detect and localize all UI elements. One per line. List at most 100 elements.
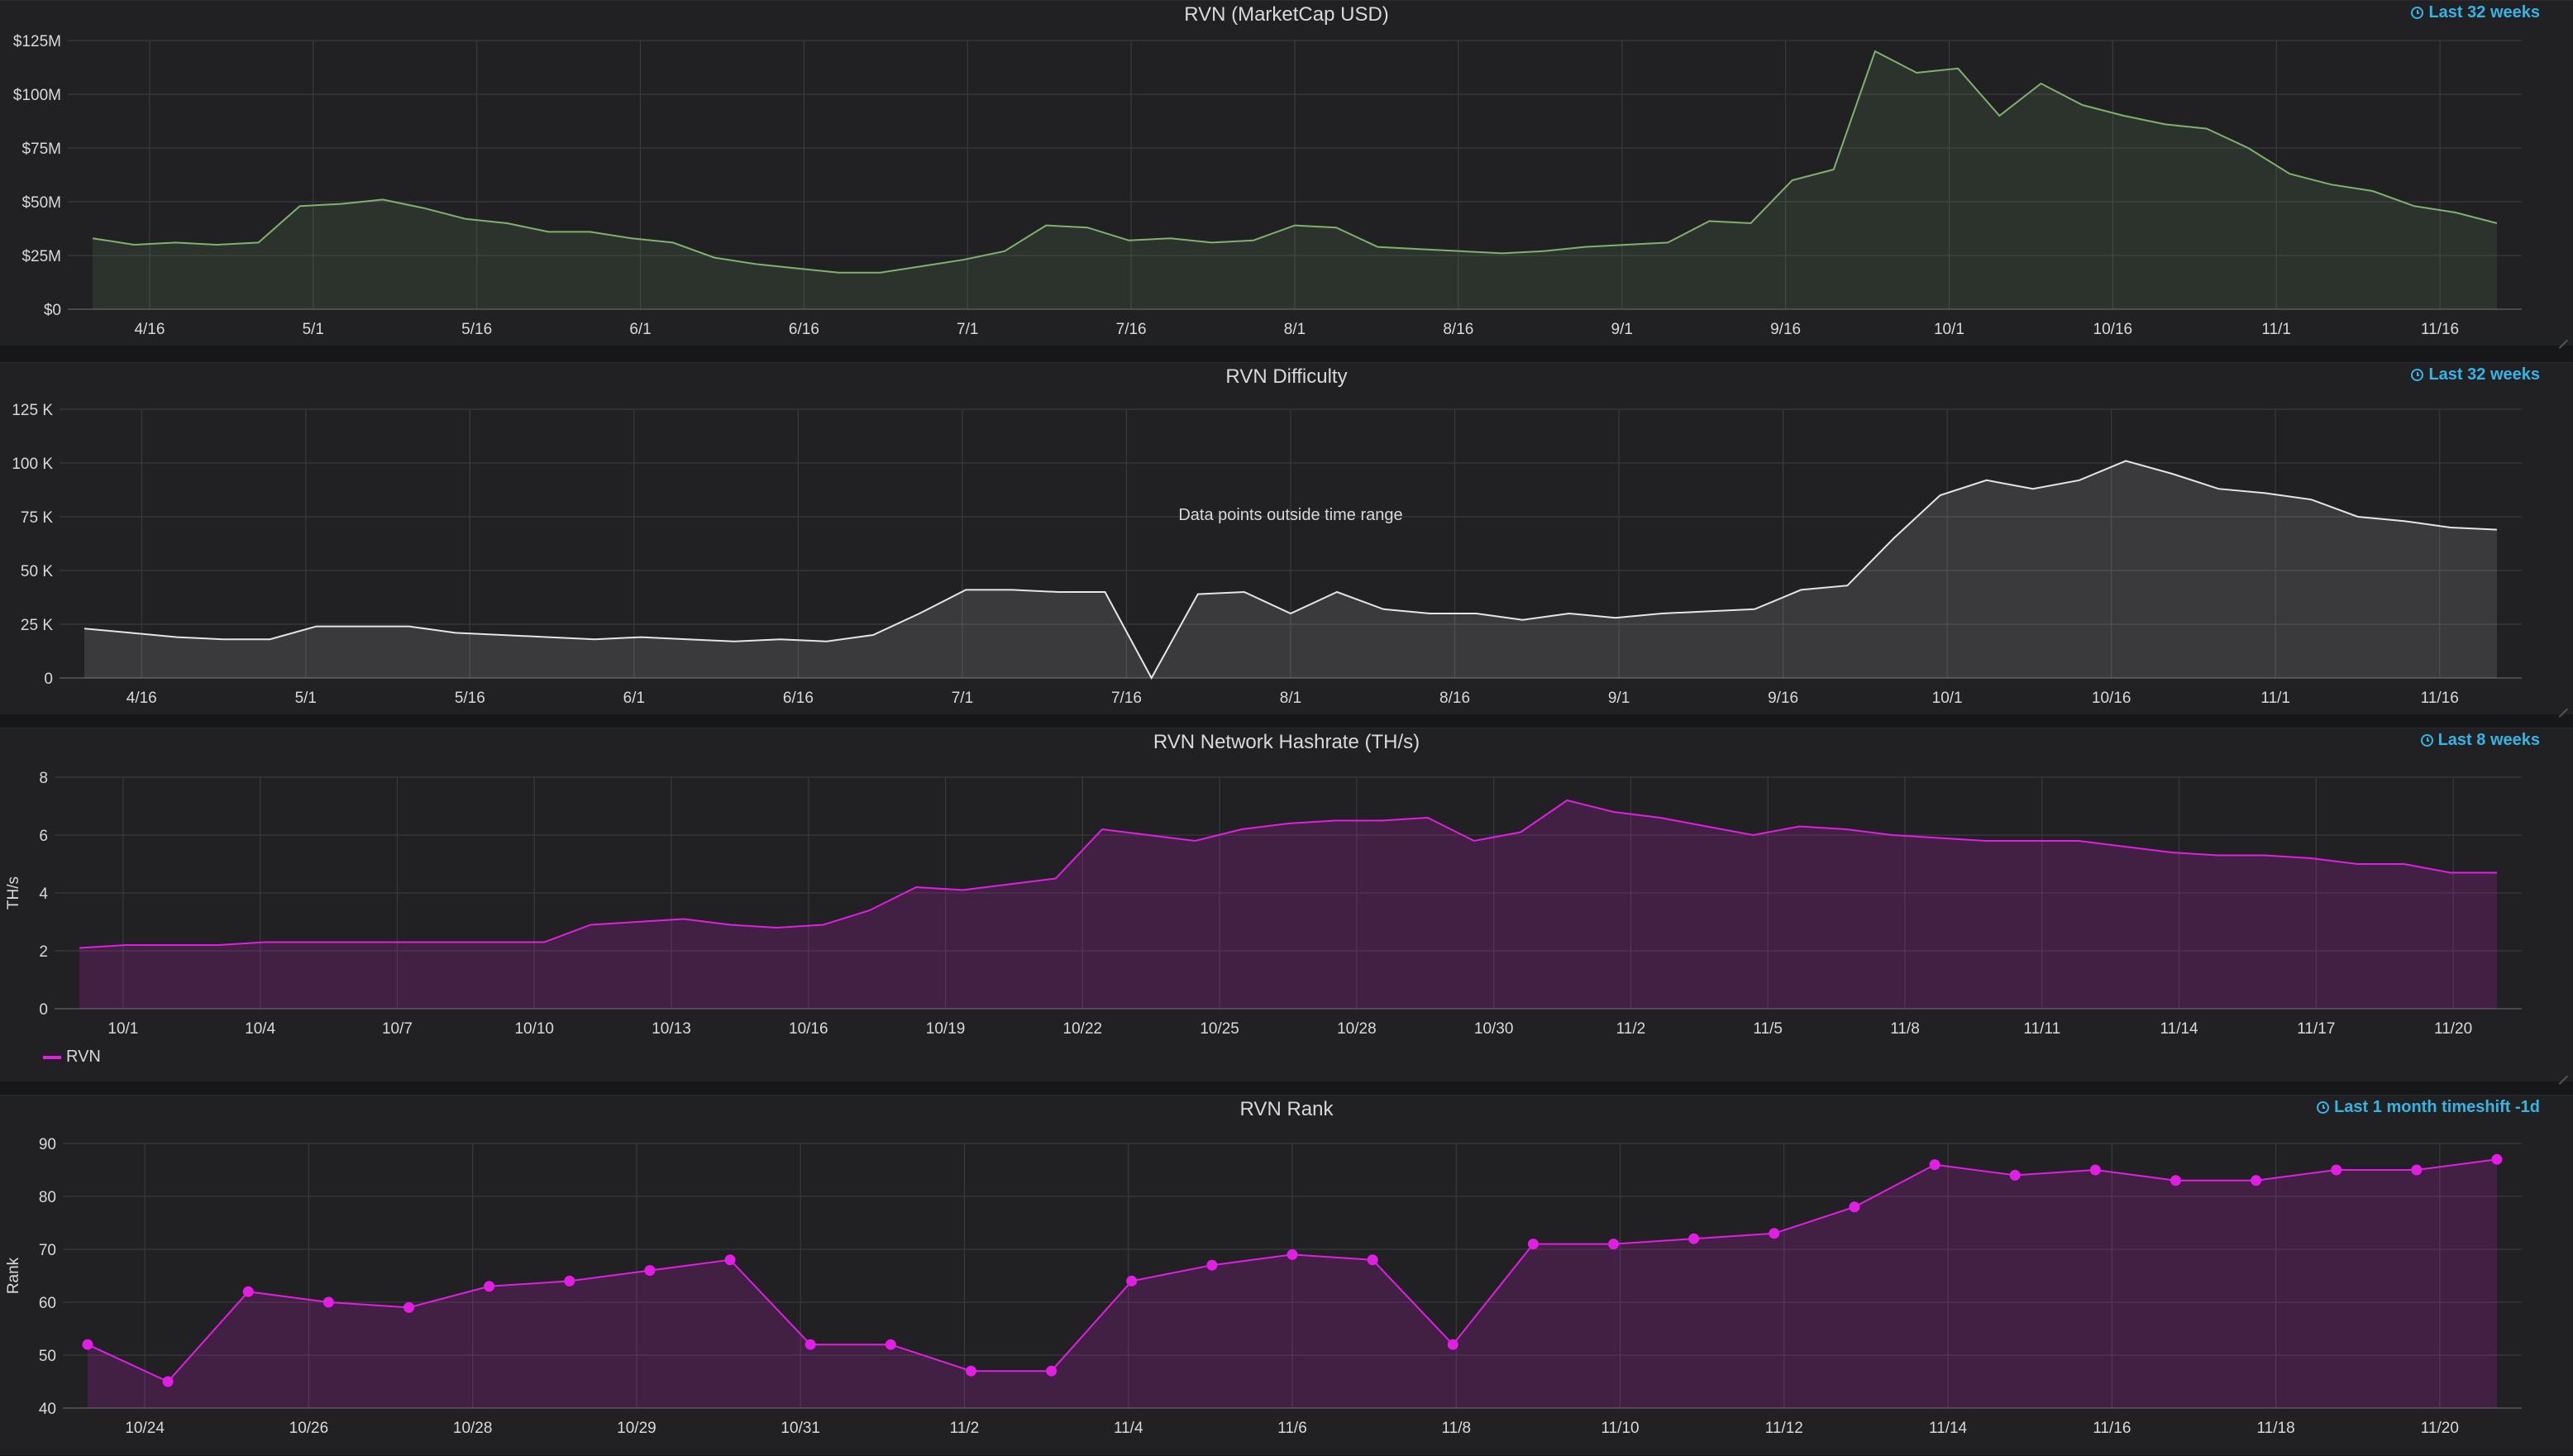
x-tick-label: 11/20	[2434, 1020, 2472, 1038]
data-point	[1367, 1254, 1378, 1266]
data-point	[484, 1281, 495, 1292]
data-point	[1849, 1201, 1860, 1213]
x-tick-label: 10/10	[514, 1020, 554, 1038]
panel-title[interactable]: RVN Network Hashrate (TH/s)	[1153, 731, 1420, 753]
x-tick-label: 11/6	[1277, 1420, 1307, 1437]
clock-icon	[2420, 734, 2433, 747]
x-tick-label: 11/4	[1114, 1420, 1143, 1437]
y-tick-label: 25 K	[21, 617, 53, 634]
x-tick-label: 10/1	[1934, 321, 1964, 338]
series-area	[88, 1159, 2497, 1408]
data-point	[1286, 1248, 1298, 1260]
x-tick-label: 10/25	[1200, 1020, 1239, 1038]
x-tick-label: 9/16	[1768, 690, 1798, 707]
x-tick-label: 10/26	[289, 1420, 329, 1437]
x-tick-label: 6/16	[789, 321, 819, 338]
resize-handle-icon[interactable]	[2556, 329, 2568, 341]
panel-title[interactable]: RVN Rank	[1239, 1098, 1334, 1120]
data-point	[1527, 1239, 1539, 1250]
y-tick-label: 6	[39, 828, 48, 845]
hashrate-chart: 0 2 4 6 8 10/1 10/4 10/7 10/10 10/13 10/16 10/19 10/…	[5, 770, 2522, 1038]
data-point	[965, 1365, 976, 1377]
y-tick-label: $25M	[21, 248, 61, 265]
data-point	[1206, 1259, 1218, 1271]
x-tick-label: 7/1	[957, 321, 978, 338]
data-point	[82, 1339, 93, 1350]
data-point	[1046, 1365, 1057, 1377]
x-tick-label: 8/1	[1284, 321, 1306, 338]
y-tick-label: 125 K	[12, 402, 53, 419]
resize-handle-icon[interactable]	[2556, 1065, 2568, 1076]
x-tick-label: 6/1	[623, 690, 645, 707]
x-tick-label: 11/1	[2260, 690, 2290, 707]
data-point	[644, 1265, 656, 1277]
y-tick-label: 40	[39, 1401, 56, 1418]
data-point	[2089, 1164, 2101, 1176]
y-tick-label: 75 K	[21, 509, 53, 527]
y-tick-label: 0	[44, 671, 53, 688]
rank-panel: 40 50 60 70 80 90 10/24 10/26 10/28 10/29 10/31 11/…	[0, 1095, 2573, 1455]
time-range-label: Last 32 weeks	[2428, 3, 2540, 21]
x-tick-label: 11/8	[1441, 1420, 1471, 1437]
x-tick-label: 11/14	[1929, 1420, 1968, 1437]
time-range-info: Last 32 weeks	[2411, 365, 2540, 384]
x-tick-label: 11/1	[2261, 321, 2291, 338]
series-line	[92, 50, 2498, 274]
y-axis-label: Rank	[5, 1257, 22, 1294]
x-tick-label: 7/1	[952, 690, 973, 707]
x-tick-label: 4/16	[127, 690, 157, 707]
time-range-info: Last 1 month timeshift -1d	[2317, 1098, 2540, 1117]
x-tick-label: 11/2	[950, 1420, 980, 1437]
time-range-label: Last 8 weeks	[2437, 731, 2540, 749]
data-point	[242, 1286, 254, 1297]
x-tick-label: 11/20	[2421, 1420, 2459, 1437]
y-tick-label: 60	[39, 1295, 56, 1312]
legend-item-rvn[interactable]: RVN	[43, 1048, 101, 1067]
panel-title[interactable]: RVN Difficulty	[1225, 365, 1348, 388]
series-line	[79, 799, 2497, 949]
clock-icon	[2317, 1101, 2330, 1114]
x-tick-label: 10/7	[382, 1020, 413, 1038]
marketcap-panel: $0 $25M $50M $75M $100M $125M 4/16 5/1 5/16 6/1 6/…	[0, 0, 2573, 346]
y-tick-label: 70	[39, 1242, 56, 1259]
x-tick-label: 5/1	[303, 321, 324, 338]
resize-handle-icon[interactable]	[2556, 698, 2568, 709]
rank-chart: 40 50 60 70 80 90 10/24 10/26 10/28 10/29 10/31 11/…	[5, 1136, 2522, 1437]
x-tick-label: 4/16	[134, 321, 165, 338]
y-tick-label: $0	[44, 302, 61, 319]
panel-annotation: Data points outside time range	[1178, 506, 1402, 524]
x-tick-label: 11/11	[2023, 1020, 2060, 1038]
x-tick-label: 10/16	[789, 1020, 828, 1038]
data-point	[2411, 1164, 2423, 1176]
series-area	[84, 461, 2497, 678]
panel-title[interactable]: RVN (MarketCap USD)	[1184, 3, 1389, 26]
data-point	[162, 1376, 174, 1387]
x-tick-label: 5/1	[295, 690, 317, 707]
series-area	[79, 800, 2497, 1009]
time-range-label: Last 32 weeks	[2428, 365, 2540, 384]
x-tick-label: 10/28	[453, 1420, 493, 1437]
x-tick-label: 10/24	[125, 1420, 165, 1437]
x-tick-label: 5/16	[455, 690, 485, 707]
x-tick-label: 11/2	[1616, 1020, 1646, 1038]
clock-icon	[2411, 369, 2424, 381]
y-tick-label: 100 K	[12, 456, 53, 473]
data-point	[403, 1301, 415, 1313]
x-tick-label: 10/28	[1337, 1020, 1377, 1038]
y-tick-label: $75M	[21, 141, 61, 158]
x-tick-label: 8/16	[1439, 690, 1470, 707]
x-tick-label: 11/18	[2257, 1420, 2295, 1437]
y-tick-label: $100M	[13, 87, 61, 104]
data-point	[1608, 1239, 1620, 1250]
x-tick-label: 11/12	[1765, 1420, 1803, 1437]
x-tick-label: 10/13	[652, 1020, 691, 1038]
data-point	[322, 1296, 334, 1308]
x-tick-label: 6/16	[783, 690, 814, 707]
x-tick-label: 11/10	[1601, 1420, 1639, 1437]
y-tick-label: 0	[39, 1001, 48, 1019]
x-tick-label: 10/31	[780, 1420, 820, 1437]
y-tick-label: 90	[39, 1136, 56, 1153]
data-point	[2331, 1164, 2342, 1176]
y-tick-label: 8	[39, 770, 48, 787]
data-point	[1688, 1233, 1700, 1244]
